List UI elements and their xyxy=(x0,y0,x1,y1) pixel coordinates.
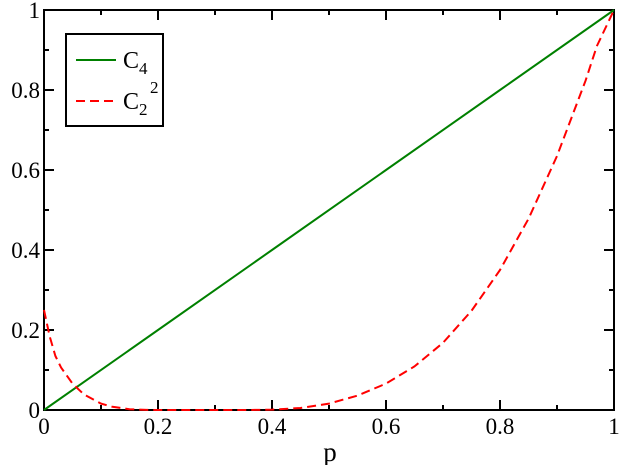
legend-subscript-0: 4 xyxy=(139,59,148,78)
legend: C 4C 22 xyxy=(65,33,164,127)
legend-box xyxy=(65,33,164,127)
y-tick-label: 0.8 xyxy=(11,78,40,103)
y-tick-label: 0.4 xyxy=(11,238,40,263)
legend-superscript-1: 2 xyxy=(150,78,159,97)
legend-subscript-1: 2 xyxy=(139,100,148,119)
axis-ticks: 0 0.2 0.4 0.6 0.8 1 0 0.2 0.4 0.6 0.8 1 xyxy=(11,0,620,439)
series-lines xyxy=(43,9,615,411)
x-tick-label: 0.6 xyxy=(372,414,401,439)
legend-label-0: C xyxy=(123,48,139,74)
y-tick-label: 1 xyxy=(29,0,41,23)
x-tick-label: 0.8 xyxy=(486,414,515,439)
x-tick-label: 0.2 xyxy=(144,414,173,439)
y-tick-label: 0.2 xyxy=(11,318,40,343)
series-line-0 xyxy=(43,9,615,411)
x-axis-title: p xyxy=(323,437,337,465)
series-line-1 xyxy=(43,9,615,411)
y-tick-label: 0.6 xyxy=(11,158,40,183)
y-tick-label: 0 xyxy=(29,398,41,423)
legend-label-1: C xyxy=(123,89,139,115)
x-tick-label: 0.4 xyxy=(258,414,287,439)
x-tick-label: 0 xyxy=(38,414,50,439)
x-tick-label: 1 xyxy=(608,414,620,439)
